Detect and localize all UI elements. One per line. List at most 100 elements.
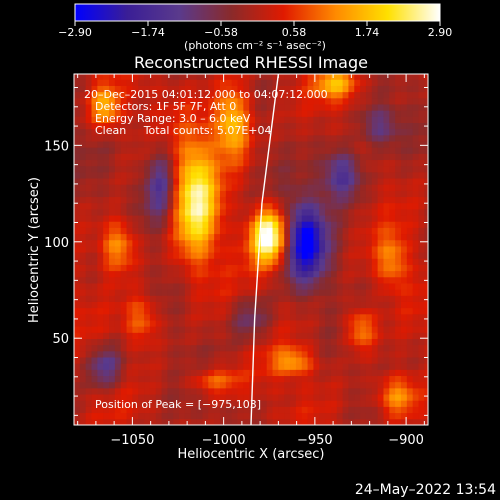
heatmap-cell	[202, 233, 209, 241]
heatmap-cell	[208, 307, 215, 315]
heatmap-cell	[109, 178, 116, 185]
chart-title: Reconstructed RHESSI Image	[134, 53, 368, 72]
heatmap-cell	[126, 338, 133, 346]
heatmap-cell	[219, 357, 227, 364]
heatmap-cell	[214, 357, 221, 364]
heatmap-cell	[278, 313, 285, 321]
heatmap-cell	[126, 276, 133, 284]
heatmap-cell	[272, 313, 279, 321]
heatmap-cell	[330, 104, 338, 111]
heatmap-cell	[307, 289, 314, 296]
heatmap-cell	[365, 350, 373, 358]
heatmap-cell	[120, 246, 127, 253]
heatmap-cell	[161, 233, 168, 241]
heatmap-cell	[138, 159, 145, 167]
heatmap-cell	[167, 141, 174, 148]
heatmap-cell	[214, 104, 221, 111]
heatmap-cell	[418, 412, 425, 420]
heatmap-cell	[97, 215, 104, 222]
heatmap-cell	[307, 301, 314, 309]
heatmap-cell	[97, 110, 104, 117]
heatmap-cell	[365, 344, 373, 352]
heatmap-cell	[395, 394, 402, 401]
heatmap-cell	[424, 406, 428, 414]
heatmap-cell	[79, 375, 87, 383]
heatmap-cell	[383, 344, 390, 352]
heatmap-cell	[79, 418, 87, 425]
heatmap-cell	[243, 246, 250, 253]
heatmap-cell	[301, 289, 308, 296]
heatmap-cell	[167, 79, 174, 86]
heatmap-cell	[406, 233, 414, 241]
heatmap-cell	[214, 209, 221, 216]
heatmap-cell	[418, 357, 425, 364]
heatmap-cell	[167, 153, 174, 161]
heatmap-cell	[202, 326, 209, 333]
heatmap-cell	[132, 313, 139, 321]
heatmap-cell	[173, 246, 180, 253]
heatmap-cell	[79, 400, 87, 407]
heatmap-cell	[149, 338, 157, 346]
heatmap-cell	[219, 418, 227, 425]
heatmap-cell	[237, 110, 244, 117]
heatmap-cell	[301, 171, 308, 179]
heatmap-cell	[208, 338, 215, 346]
heatmap-cell	[406, 295, 414, 302]
heatmap-cell	[418, 313, 425, 321]
heatmap-cell	[330, 381, 338, 389]
heatmap-cell	[202, 104, 209, 111]
heatmap-cell	[383, 91, 390, 99]
heatmap-cell	[330, 246, 338, 253]
heatmap-cell	[225, 276, 233, 284]
heatmap-cell	[120, 91, 127, 99]
heatmap-cell	[301, 110, 308, 117]
heatmap-cell	[74, 400, 81, 407]
heatmap-cell	[342, 104, 349, 111]
heatmap-cell	[161, 171, 168, 179]
heatmap-cell	[155, 381, 162, 389]
heatmap-cell	[412, 246, 419, 253]
heatmap-cell	[120, 400, 127, 407]
heatmap-cell	[383, 363, 390, 370]
heatmap-cell	[184, 406, 192, 414]
heatmap-cell	[91, 91, 98, 99]
heatmap-cell	[214, 190, 221, 198]
heatmap-cell	[196, 258, 203, 265]
heatmap-cell	[173, 227, 180, 235]
heatmap-cell	[161, 190, 168, 198]
heatmap-cell	[85, 258, 92, 265]
heatmap-cell	[144, 283, 151, 290]
heatmap-cell	[155, 307, 162, 315]
heatmap-cell	[173, 344, 180, 352]
heatmap-cell	[184, 215, 192, 222]
heatmap-cell	[330, 147, 338, 154]
heatmap-cell	[424, 147, 428, 154]
heatmap-cell	[412, 221, 419, 228]
heatmap-cell	[301, 363, 308, 370]
heatmap-cell	[202, 307, 209, 315]
heatmap-cell	[103, 196, 110, 204]
heatmap-cell	[255, 215, 262, 222]
heatmap-cell	[272, 233, 279, 241]
heatmap-cell	[424, 209, 428, 216]
heatmap-cell	[219, 375, 227, 383]
heatmap-cell	[120, 418, 127, 425]
heatmap-cell	[161, 344, 168, 352]
heatmap-cell	[406, 412, 414, 420]
heatmap-cell	[126, 165, 133, 173]
heatmap-cell	[389, 209, 396, 216]
heatmap-cell	[313, 357, 320, 364]
heatmap-cell	[319, 116, 326, 123]
heatmap-cell	[371, 227, 379, 235]
heatmap-cell	[149, 246, 157, 253]
heatmap-cell	[243, 196, 250, 204]
heatmap-cell	[225, 283, 233, 290]
heatmap-cell	[342, 276, 349, 284]
heatmap-cell	[103, 412, 110, 420]
heatmap-cell	[132, 400, 139, 407]
heatmap-cell	[272, 178, 279, 185]
heatmap-cell	[307, 295, 314, 302]
heatmap-cell	[290, 252, 297, 259]
heatmap-cell	[284, 104, 291, 111]
heatmap-cell	[395, 258, 402, 265]
